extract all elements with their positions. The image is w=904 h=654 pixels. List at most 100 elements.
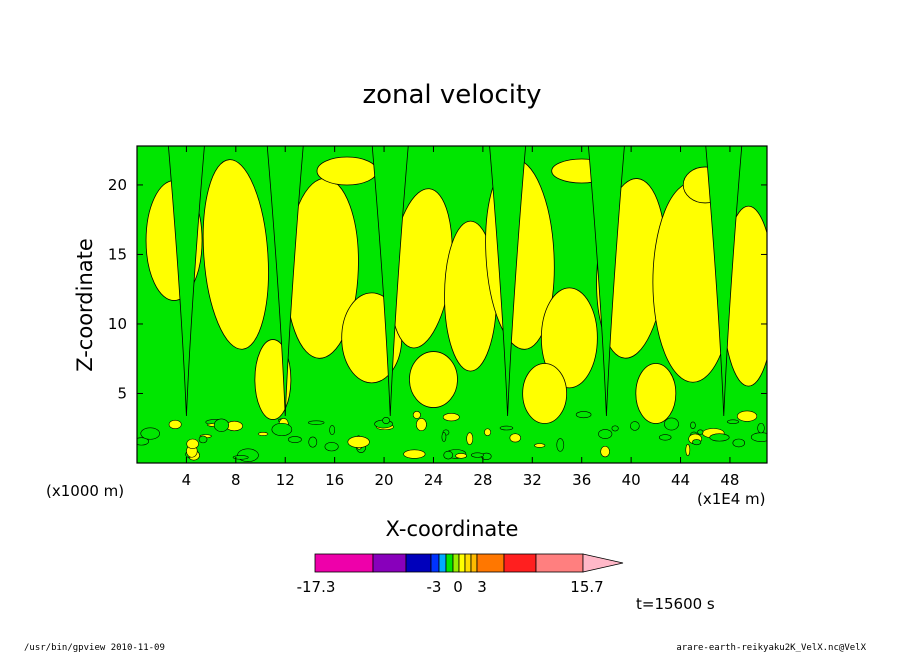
surface-cell xyxy=(575,411,592,419)
surface-cell xyxy=(403,449,426,459)
surface-cell xyxy=(307,420,325,425)
colorbar-segment xyxy=(470,553,478,573)
x-tick-label: 20 xyxy=(375,471,394,489)
surface-cell xyxy=(140,427,161,440)
time-annotation: t=15600 s xyxy=(636,595,715,613)
surface-cell xyxy=(499,425,514,431)
surface-cell xyxy=(732,438,746,448)
surface-cell xyxy=(455,453,467,459)
colorbar-segment xyxy=(405,553,432,573)
surface-cell xyxy=(271,422,293,437)
surface-cell xyxy=(509,433,521,443)
surface-cell xyxy=(737,410,758,422)
colorbar xyxy=(314,553,624,573)
surface-cell xyxy=(198,435,208,444)
surface-cell xyxy=(168,419,182,430)
surface-cell xyxy=(137,437,149,446)
surface-cell xyxy=(664,417,679,431)
positive-region xyxy=(635,363,677,424)
x-tick-label: 16 xyxy=(325,471,344,489)
x-tick-label: 4 xyxy=(182,471,192,489)
colorbar-segment xyxy=(314,553,374,573)
footer-right: arare-earth-reikyaku2K_VelX.nc@VelX xyxy=(676,643,866,653)
chart-title: zonal velocity xyxy=(362,80,541,110)
colorbar-segment xyxy=(458,553,466,573)
x-tick-label: 36 xyxy=(572,471,591,489)
x-axis-label: X-coordinate xyxy=(386,517,519,541)
surface-cell xyxy=(600,445,610,458)
plot-frame xyxy=(136,145,768,464)
negative-plume xyxy=(588,146,625,417)
surface-cell xyxy=(630,421,640,431)
positive-region xyxy=(316,156,378,186)
x-tick-label: 40 xyxy=(622,471,641,489)
surface-cell xyxy=(697,429,704,435)
velocity-field xyxy=(137,146,767,462)
x-tick-label: 28 xyxy=(473,471,492,489)
y-unit-label: (x1000 m) xyxy=(46,482,124,500)
colorbar-segment xyxy=(438,553,447,573)
surface-cell xyxy=(709,433,730,442)
y-axis-ticks: 5 10 15 20 xyxy=(108,176,767,402)
surface-cell xyxy=(442,413,460,422)
x-tick-label: 44 xyxy=(671,471,690,489)
positive-region xyxy=(540,287,598,389)
negative-plume xyxy=(489,146,526,417)
colorbar-segment xyxy=(476,553,505,573)
surface-cell xyxy=(690,421,696,429)
surface-cell xyxy=(308,436,318,448)
surface-cell xyxy=(412,411,421,419)
surface-cell xyxy=(186,438,199,450)
surface-cell xyxy=(347,436,370,448)
surface-cell xyxy=(658,434,672,441)
surface-cell xyxy=(692,439,702,446)
colorbar-segment xyxy=(464,553,472,573)
surface-cell xyxy=(382,416,391,425)
surface-cell xyxy=(726,419,739,424)
colorbar-tick-label: 3 xyxy=(477,578,487,596)
colorbar-segment xyxy=(372,553,407,573)
positive-region xyxy=(522,363,568,424)
surface-cell xyxy=(556,438,565,452)
surface-cell xyxy=(416,418,427,432)
x-tick-label: 32 xyxy=(523,471,542,489)
positive-region xyxy=(254,339,292,420)
surface-cell xyxy=(750,432,767,442)
surface-cell xyxy=(288,436,302,444)
surface-cell xyxy=(324,441,339,452)
colorbar-tick-labels: -17.3 -3 0 3 15.7 xyxy=(297,578,604,596)
colorbar-tick-label: -3 xyxy=(427,578,442,596)
x-tick-label: 48 xyxy=(720,471,739,489)
colorbar-tick-label: 0 xyxy=(453,578,463,596)
colorbar-segment xyxy=(452,553,460,573)
surface-cell xyxy=(598,429,613,439)
surface-cell xyxy=(443,450,454,460)
y-tick-label: 15 xyxy=(108,245,127,263)
negative-plume xyxy=(705,146,743,417)
colorbar-tick-label: -17.3 xyxy=(297,578,336,596)
y-tick-label: 10 xyxy=(108,315,127,333)
x-tick-label: 24 xyxy=(424,471,443,489)
surface-cell xyxy=(213,418,230,432)
surface-cell xyxy=(232,455,249,460)
surface-cell xyxy=(611,425,619,432)
surface-cell xyxy=(441,432,447,442)
x-axis-ticks: 4 8 12 16 20 24 28 32 36 40 44 48 xyxy=(182,146,739,489)
y-tick-label: 5 xyxy=(117,384,127,402)
surface-cell xyxy=(757,422,765,434)
colorbar-segment xyxy=(535,553,584,573)
x-tick-label: 12 xyxy=(276,471,295,489)
colorbar-segment xyxy=(503,553,537,573)
surface-cell xyxy=(685,443,691,457)
colorbar-tick-label: 15.7 xyxy=(570,578,603,596)
surface-cell xyxy=(466,432,474,445)
positive-region xyxy=(202,159,269,350)
footer-left: /usr/bin/gpview 2010-11-09 xyxy=(24,643,165,653)
surface-cell xyxy=(257,432,269,436)
surface-cell xyxy=(470,452,484,458)
colorbar-extend-arrow xyxy=(582,553,624,573)
colorbar-segment xyxy=(445,553,454,573)
y-axis-label: Z-coordinate xyxy=(73,238,97,372)
surface-cell xyxy=(329,425,336,436)
